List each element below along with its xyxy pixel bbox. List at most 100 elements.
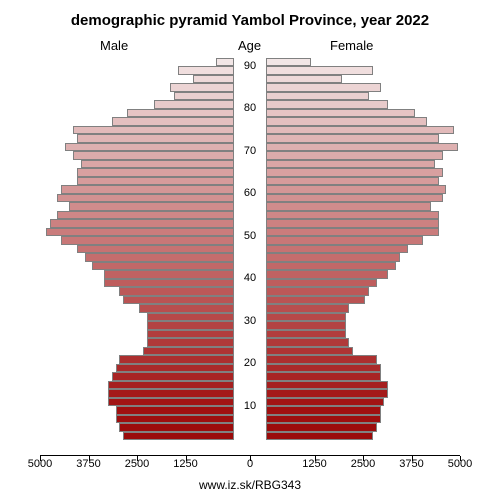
female-bar <box>266 279 377 287</box>
female-bar <box>266 151 443 159</box>
female-bar <box>266 304 349 312</box>
bar-row <box>40 219 460 227</box>
female-bar <box>266 253 400 261</box>
pyramid-chart: demographic pyramid Yambol Province, yea… <box>0 0 500 500</box>
male-bar <box>73 151 234 159</box>
bar-row <box>40 389 460 397</box>
age-tick-label: 50 <box>244 230 256 242</box>
male-bar <box>57 211 234 219</box>
female-bar <box>266 66 373 74</box>
female-bar <box>266 83 381 91</box>
male-bar <box>116 415 234 423</box>
female-bar <box>266 168 443 176</box>
male-bar <box>112 117 234 125</box>
bar-row <box>40 253 460 261</box>
female-bar <box>266 347 353 355</box>
female-label: Female <box>330 38 373 53</box>
bar-row <box>40 92 460 100</box>
female-bar <box>266 423 377 431</box>
male-bar <box>108 381 234 389</box>
male-bar <box>143 347 234 355</box>
male-bar <box>69 202 234 210</box>
male-bar <box>119 355 234 363</box>
male-bar <box>193 75 234 83</box>
female-bar <box>266 134 439 142</box>
female-bar <box>266 338 349 346</box>
age-tick-label: 80 <box>244 102 256 114</box>
male-bar <box>108 389 234 397</box>
bar-row <box>40 202 460 210</box>
female-bar <box>266 381 388 389</box>
male-bar <box>170 83 234 91</box>
x-tick-label: 3750 <box>399 458 423 470</box>
female-bar <box>266 58 311 66</box>
male-bar <box>77 134 234 142</box>
female-bar <box>266 160 435 168</box>
male-bar <box>85 253 234 261</box>
male-bar <box>73 126 234 134</box>
female-bar <box>266 194 443 202</box>
male-bar <box>46 228 234 236</box>
age-tick-label: 20 <box>244 357 256 369</box>
female-bar <box>266 228 439 236</box>
female-bar <box>266 321 346 329</box>
male-bar <box>154 100 234 108</box>
bar-row <box>40 117 460 125</box>
male-bar <box>77 245 234 253</box>
female-bar <box>266 202 431 210</box>
male-bar <box>81 160 234 168</box>
male-bar <box>65 143 234 151</box>
bar-row <box>40 262 460 270</box>
female-bar <box>266 109 415 117</box>
x-tick-label: 5000 <box>448 458 472 470</box>
male-bar <box>147 330 234 338</box>
female-bar <box>266 262 396 270</box>
age-tick-label: 30 <box>244 315 256 327</box>
male-bar <box>77 168 234 176</box>
bar-row <box>40 211 460 219</box>
female-bar <box>266 245 408 253</box>
bars-container: 908070605040302010 <box>40 58 460 440</box>
female-bar <box>266 372 381 380</box>
male-bar <box>178 66 234 74</box>
female-bar <box>266 177 439 185</box>
x-tick-label: 2500 <box>125 458 149 470</box>
female-bar <box>266 92 369 100</box>
female-bar <box>266 313 346 321</box>
bar-row <box>40 432 460 440</box>
male-bar <box>216 58 234 66</box>
male-bar <box>104 270 234 278</box>
source-url: www.iz.sk/RBG343 <box>0 478 500 492</box>
x-tick-label: 0 <box>247 458 253 470</box>
female-bar <box>266 185 446 193</box>
x-tick-label: 1250 <box>302 458 326 470</box>
male-bar <box>174 92 234 100</box>
bar-row <box>40 126 460 134</box>
female-bar <box>266 126 454 134</box>
female-bar <box>266 432 373 440</box>
bar-row <box>40 330 460 338</box>
male-bar <box>61 185 234 193</box>
male-label: Male <box>100 38 128 53</box>
plot-area: 908070605040302010 <box>40 58 460 440</box>
female-bar <box>266 270 388 278</box>
female-bar <box>266 75 342 83</box>
age-tick-label: 60 <box>244 187 256 199</box>
male-bar <box>147 313 234 321</box>
bar-row <box>40 75 460 83</box>
male-bar <box>116 406 234 414</box>
female-bar <box>266 211 439 219</box>
age-tick-label: 70 <box>244 145 256 157</box>
bar-row <box>40 381 460 389</box>
bar-row <box>40 423 460 431</box>
male-bar <box>92 262 234 270</box>
bar-row <box>40 304 460 312</box>
bar-row <box>40 287 460 295</box>
male-bar <box>57 194 234 202</box>
chart-title: demographic pyramid Yambol Province, yea… <box>0 12 500 29</box>
female-bar <box>266 219 439 227</box>
male-bar <box>147 321 234 329</box>
x-tick-label: 1250 <box>173 458 197 470</box>
x-tick-label: 2500 <box>351 458 375 470</box>
female-bar <box>266 364 381 372</box>
